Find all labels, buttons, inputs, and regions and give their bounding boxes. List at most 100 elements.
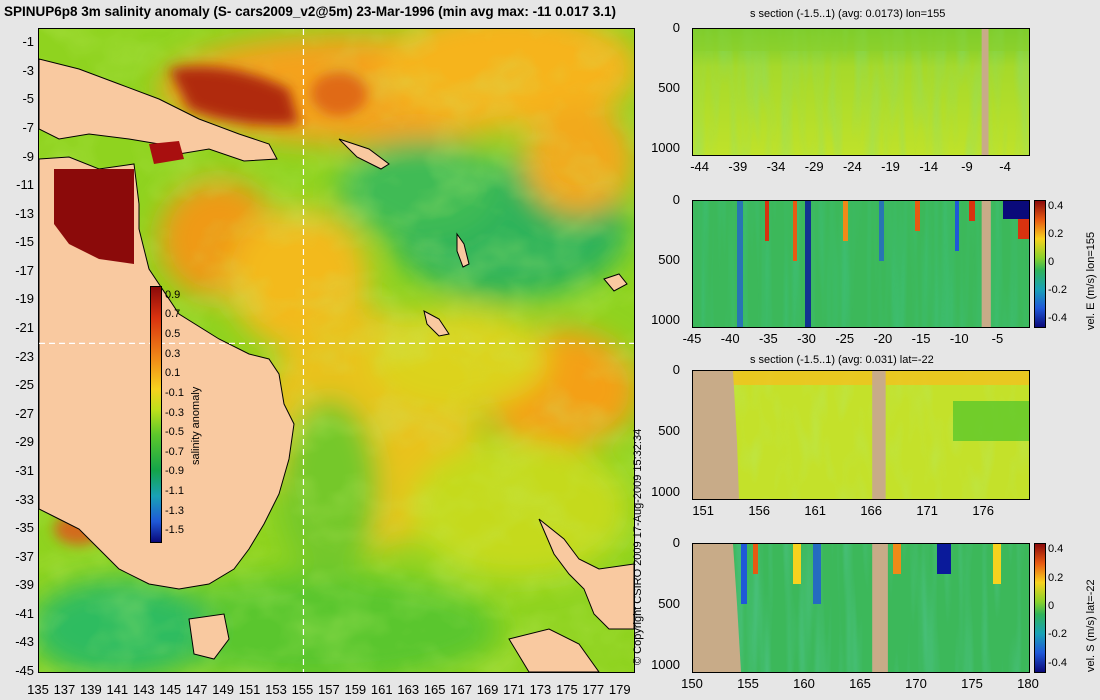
map-x-tick: 163 [397,682,420,697]
map-x-tick: 135 [27,682,49,697]
section4-x-tick: 150 [681,676,703,691]
section2-y-tick: 0 [672,192,680,207]
section3-x-tick: 161 [804,503,827,518]
map-y-tick: -37 [15,548,34,564]
section4-x-tick: 165 [849,676,871,691]
map-colorbar-tick: 0.9 [165,288,181,301]
section1-panel [692,28,1030,156]
section4-x-tick: 180 [1017,676,1039,691]
map-y-tick: -33 [15,491,34,507]
map-x-tick: 149 [212,682,234,697]
map-y-tick: -21 [15,320,34,336]
section1-x-tick: -9 [961,159,973,174]
section1-x-tick: -14 [919,159,939,174]
section2-panel [692,200,1030,328]
section2-x-tick: -30 [797,331,816,346]
section4-colorbar-label: vel. S (m/s) lat=-22 [1085,579,1097,672]
section2-y-tick: 500 [658,252,680,267]
section2-jets [737,201,1029,327]
section1-x-tick: -4 [999,159,1011,174]
section2-colorbar-tick: -0.2 [1048,284,1067,296]
section1-x-tick: -19 [881,159,900,174]
land-new-zealand-south [508,628,600,672]
figure-title: SPINUP6p8 3m salinity anomaly (S- cars20… [4,4,616,19]
map-colorbar-tick: 0.1 [165,367,181,380]
section3-x-tick: 166 [860,503,883,518]
land-new-guinea [39,58,278,162]
map-y-tick: -13 [15,205,34,221]
map-y-tick: -1 [22,34,34,50]
land-solomon-islands [338,138,390,170]
section2-y-tick: 1000 [651,312,680,327]
section4-y-tick: 500 [658,595,680,611]
map-x-tick: 161 [370,682,393,697]
map-y-tick: -5 [22,91,34,107]
map-y-tick: -35 [15,520,34,536]
section1-x-tick: -34 [766,159,786,174]
section3-land [872,371,886,499]
section2-x-tick: -10 [949,331,969,346]
section4-panel [692,543,1030,673]
section3-x-tick: 151 [692,503,715,518]
section2-colorbar [1034,200,1046,328]
map-x-tick: 137 [53,682,76,697]
section4-colorbar-tick: 0.2 [1048,571,1064,584]
section4-x-tick: 170 [905,676,927,691]
section1-x-tick: -29 [804,159,824,174]
land-fiji [603,273,628,292]
section1-x-tick: -39 [728,159,748,174]
map-x-tick: 171 [503,682,525,697]
section4-x-tick: 155 [737,676,759,691]
section1-land [981,29,989,155]
section3-y-tick: 500 [658,422,680,438]
map-torres-anomaly [149,141,184,164]
section4-colorbar-tick: -0.2 [1048,628,1067,641]
map-gulf-carpentaria-anomaly [54,169,134,264]
section4-colorbar-tick: 0.4 [1048,543,1064,556]
section1-y-tick: 0 [672,20,680,35]
section2-colorbar-tick: 0.2 [1048,228,1064,240]
map-y-tick: -41 [15,605,34,621]
map-y-tick: -23 [15,348,34,364]
map-x-tick: 155 [291,682,314,697]
section4-colorbar-tick: 0 [1048,600,1055,612]
map-x-tick: 173 [529,682,552,697]
map-x-tick: 147 [185,682,208,697]
section1-x-tick: -44 [690,159,710,174]
map-x-tick: 165 [423,682,446,697]
section4-x-tick: 175 [961,676,983,691]
section3-x-tick: 156 [748,503,771,518]
section4-x-tick: 160 [793,676,815,691]
section3-x-tick: 176 [972,503,995,518]
section2-land [981,201,991,327]
map-y-tick: -9 [22,148,34,164]
map-x-tick: 169 [476,682,499,697]
map-colorbar-tick: 0.3 [165,347,181,360]
section2-x-tick: -20 [873,331,893,346]
section2-x-tick: -5 [991,331,1004,346]
map-x-tick: 159 [344,682,367,697]
map-y-tick: -17 [15,262,34,278]
map-y-tick: -31 [15,462,34,478]
section2-x-tick: -25 [835,331,855,346]
section2-x-tick: -40 [720,331,740,346]
section1-y-tick: 1000 [651,140,680,155]
section4-land [872,544,888,672]
section3-y-tick: 0 [672,362,680,377]
section2-colorbar-label: vel. E (m/s) lon=155 [1085,231,1097,330]
map-x-tick: 153 [265,682,287,697]
map-y-tick: -11 [16,177,34,193]
map-y-tick: -29 [15,434,34,450]
map-colorbar-tick: 0.5 [165,328,181,341]
map-colorbar-tick: -0.9 [165,465,184,478]
map-colorbar-tick: -1.5 [165,524,184,537]
map-land [39,58,634,672]
section4-y-tick: 0 [672,535,680,550]
section1-title: s section (-1.5..1) (avg: 0.0173) lon=15… [750,8,946,20]
map-y-tick: -7 [22,120,34,136]
map-y-tick: -39 [15,577,34,593]
section2-colorbar-tick: 0 [1048,256,1055,268]
section1-svg [693,29,1029,155]
section3-title: s section (-1.5..1) (avg: 0.031) lat=-22 [750,354,934,366]
map-y-tick: -19 [15,291,34,307]
